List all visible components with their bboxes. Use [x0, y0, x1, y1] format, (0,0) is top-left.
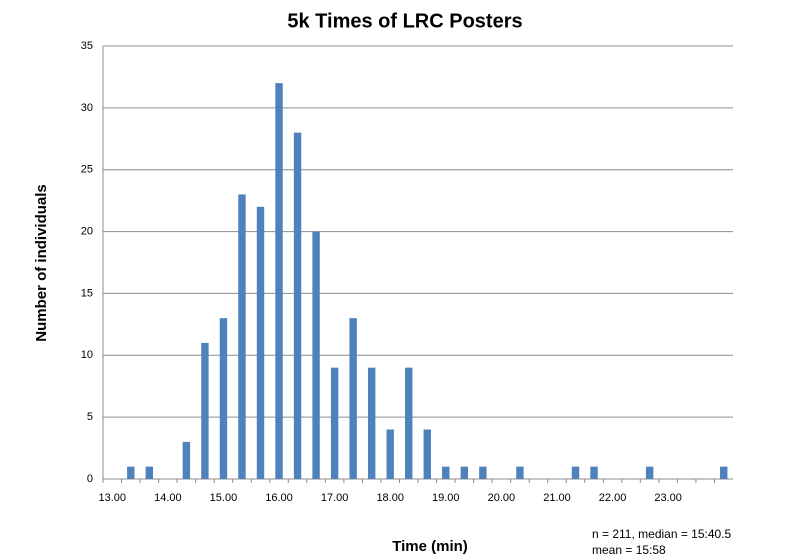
bar [256, 206, 265, 480]
x-tick-label: 23.00 [654, 492, 682, 504]
bar [645, 466, 654, 479]
y-axis-title: Number of individuals [33, 184, 50, 342]
annotation: n = 211, median = 15:40.5 [592, 527, 732, 541]
bar [293, 132, 302, 479]
x-tick-label: 21.00 [543, 492, 571, 504]
bar [201, 342, 209, 479]
bar [312, 231, 320, 479]
x-axis-title: Time (min) [392, 538, 468, 555]
bar [367, 367, 376, 479]
x-tick-label: 22.00 [599, 492, 627, 504]
y-tick-label: 15 [81, 287, 93, 299]
bar [442, 466, 450, 479]
bar [516, 466, 524, 479]
x-tick-label: 14.00 [154, 492, 182, 504]
bar [720, 466, 728, 479]
bar [330, 367, 339, 479]
y-tick-label: 35 [81, 40, 93, 52]
x-tick-label: 13.00 [98, 492, 126, 504]
bar [182, 441, 191, 479]
y-tick-label: 5 [87, 411, 93, 423]
y-tick-label: 30 [81, 102, 93, 114]
bar [127, 466, 135, 479]
bar [349, 318, 357, 479]
bar [238, 194, 246, 479]
bar [386, 429, 394, 479]
x-tick-label: 16.00 [265, 492, 293, 504]
bar [571, 466, 580, 479]
y-tick-label: 10 [81, 349, 93, 361]
y-tick-label: 20 [81, 225, 93, 237]
bar [145, 466, 154, 479]
bar [460, 466, 469, 479]
y-tick-label: 0 [87, 473, 93, 485]
x-tick-label: 17.00 [321, 492, 349, 504]
bar [590, 466, 598, 479]
x-tick-label: 18.00 [376, 492, 404, 504]
x-tick-label: 19.00 [432, 492, 460, 504]
annotation: mean = 15:58 [592, 543, 666, 557]
bar [275, 83, 283, 479]
bar [479, 466, 487, 479]
bar [219, 318, 228, 479]
chart-title: 5k Times of LRC Posters [287, 10, 522, 32]
y-tick-label: 25 [81, 164, 93, 176]
bar [405, 367, 413, 479]
x-tick-label: 15.00 [210, 492, 238, 504]
bar [423, 429, 431, 479]
x-tick-label: 20.00 [488, 492, 516, 504]
